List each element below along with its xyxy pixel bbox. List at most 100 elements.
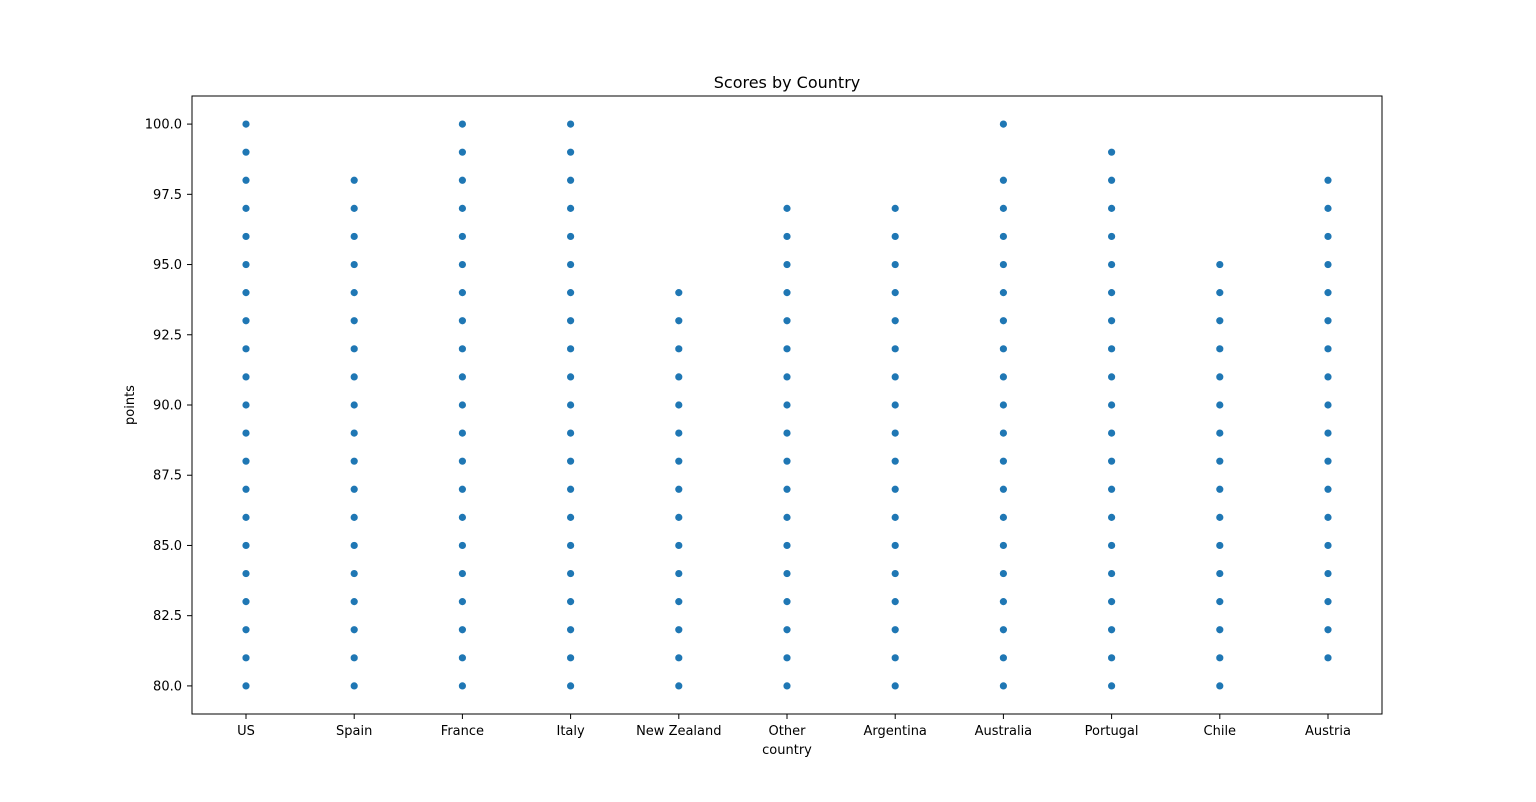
x-tick-label-us: US — [237, 724, 255, 739]
point-austria-92 — [1323, 344, 1333, 354]
point-chile-93 — [1215, 316, 1225, 326]
point-us-87 — [241, 484, 251, 494]
point-italy-80 — [566, 681, 575, 691]
y-tick-label-90-0: 90.0 — [153, 399, 182, 414]
point-france-94 — [457, 288, 467, 298]
point-italy-93 — [566, 316, 575, 326]
point-new-zealand-90 — [674, 400, 684, 410]
point-austria-97 — [1323, 203, 1333, 213]
point-other-95 — [782, 260, 792, 269]
point-argentina-93 — [890, 316, 900, 326]
y-tick-label-95-0: 95.0 — [153, 258, 182, 273]
point-portugal-82 — [1107, 625, 1116, 635]
point-argentina-90 — [890, 400, 900, 410]
point-us-97 — [241, 203, 251, 213]
point-us-84 — [241, 569, 251, 578]
point-france-97 — [457, 203, 467, 213]
point-france-100 — [457, 119, 467, 129]
point-argentina-91 — [890, 372, 900, 382]
point-chile-81 — [1215, 653, 1225, 663]
point-chile-90 — [1215, 400, 1225, 410]
point-france-99 — [457, 147, 467, 157]
point-us-93 — [241, 316, 251, 326]
point-australia-97 — [999, 203, 1008, 213]
point-portugal-97 — [1107, 203, 1116, 213]
point-us-80 — [241, 681, 251, 691]
point-portugal-84 — [1107, 569, 1116, 578]
point-us-92 — [241, 344, 251, 354]
x-axis-label: country — [762, 743, 812, 758]
point-other-86 — [782, 512, 792, 522]
point-spain-80 — [349, 681, 359, 691]
point-new-zealand-87 — [674, 484, 684, 494]
point-new-zealand-93 — [674, 316, 684, 326]
point-other-97 — [782, 203, 792, 213]
point-australia-100 — [999, 119, 1008, 129]
point-new-zealand-89 — [674, 428, 684, 438]
point-australia-98 — [999, 175, 1008, 185]
point-australia-88 — [999, 456, 1008, 466]
point-italy-85 — [566, 541, 575, 550]
point-chile-86 — [1215, 512, 1225, 522]
x-tick-label-italy: Italy — [556, 724, 585, 739]
point-spain-86 — [349, 512, 359, 522]
point-italy-83 — [566, 597, 575, 607]
point-france-95 — [457, 260, 467, 269]
point-portugal-81 — [1107, 653, 1116, 663]
point-new-zealand-81 — [674, 653, 684, 663]
point-other-80 — [782, 681, 792, 691]
point-austria-90 — [1323, 400, 1333, 410]
point-france-92 — [457, 344, 467, 354]
point-portugal-87 — [1107, 484, 1116, 494]
point-argentina-95 — [890, 260, 900, 269]
points-layer — [241, 119, 1333, 691]
point-portugal-85 — [1107, 541, 1116, 550]
point-france-85 — [457, 541, 467, 550]
point-france-96 — [457, 232, 467, 241]
point-other-89 — [782, 428, 792, 438]
point-spain-81 — [349, 653, 359, 663]
x-tick-label-new-zealand: New Zealand — [636, 724, 721, 739]
point-argentina-81 — [890, 653, 900, 663]
point-spain-97 — [349, 203, 359, 213]
point-spain-91 — [349, 372, 359, 382]
point-new-zealand-91 — [674, 372, 684, 382]
point-australia-93 — [999, 316, 1008, 326]
point-portugal-80 — [1107, 681, 1116, 691]
point-france-88 — [457, 456, 467, 466]
point-portugal-86 — [1107, 512, 1116, 522]
point-portugal-93 — [1107, 316, 1116, 326]
point-argentina-96 — [890, 232, 900, 241]
point-italy-96 — [566, 232, 575, 241]
point-us-88 — [241, 456, 251, 466]
point-new-zealand-82 — [674, 625, 684, 635]
point-australia-96 — [999, 232, 1008, 241]
point-australia-83 — [999, 597, 1008, 607]
point-italy-92 — [566, 344, 575, 354]
point-us-94 — [241, 288, 251, 298]
point-australia-84 — [999, 569, 1008, 578]
point-australia-94 — [999, 288, 1008, 298]
x-tick-label-australia: Australia — [975, 724, 1033, 739]
point-spain-92 — [349, 344, 359, 354]
point-italy-95 — [566, 260, 575, 269]
point-other-83 — [782, 597, 792, 607]
point-other-94 — [782, 288, 792, 298]
point-italy-81 — [566, 653, 575, 663]
point-other-93 — [782, 316, 792, 326]
point-new-zealand-85 — [674, 541, 684, 550]
point-portugal-98 — [1107, 175, 1116, 185]
y-tick-label-82-5: 82.5 — [153, 609, 182, 624]
point-france-90 — [457, 400, 467, 410]
point-italy-97 — [566, 203, 575, 213]
point-argentina-82 — [890, 625, 900, 635]
x-axis: US Spain France Italy New Zealand Other Argent… — [237, 714, 1351, 739]
point-australia-81 — [999, 653, 1008, 663]
point-new-zealand-88 — [674, 456, 684, 466]
point-austria-89 — [1323, 428, 1333, 438]
point-austria-87 — [1323, 484, 1333, 494]
point-spain-84 — [349, 569, 359, 578]
point-australia-95 — [999, 260, 1008, 269]
point-france-84 — [457, 569, 467, 578]
